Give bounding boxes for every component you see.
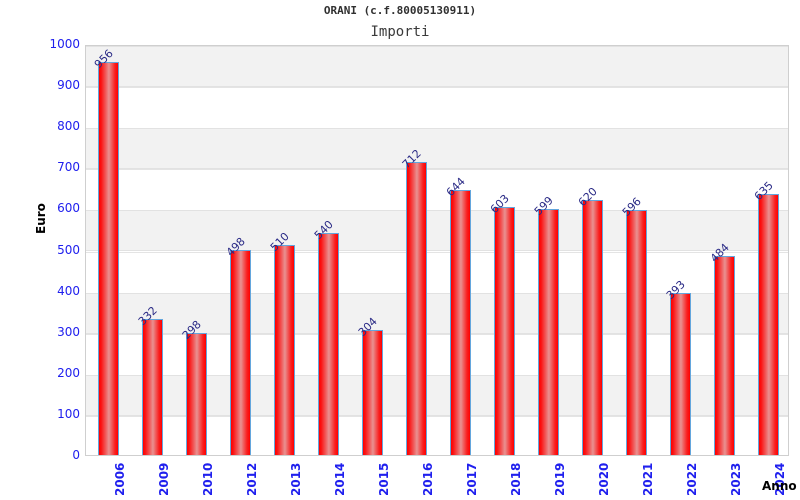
gridline bbox=[86, 87, 788, 89]
y-axis-ticks: 1000 900 800 700 600 500 400 300 200 100 0 bbox=[8, 37, 80, 462]
bar[interactable] bbox=[141, 318, 163, 455]
x-axis-tick-label: 2022 bbox=[685, 462, 699, 496]
gridline bbox=[86, 415, 788, 417]
bar[interactable] bbox=[273, 245, 295, 455]
x-axis-tick-label: 2020 bbox=[597, 462, 611, 496]
plot-band bbox=[86, 128, 788, 170]
plot-band bbox=[86, 46, 788, 88]
plot-area: 956 332 298 498 510 540 304 712 644 603 599 620 596 3… bbox=[85, 45, 789, 456]
bar[interactable] bbox=[229, 250, 251, 455]
gridline bbox=[86, 333, 788, 335]
bar[interactable] bbox=[317, 233, 339, 455]
x-axis-tick-label: 2012 bbox=[245, 462, 259, 496]
y-axis-tick-label: 600 bbox=[57, 201, 80, 216]
y-axis-tick-label: 700 bbox=[57, 160, 80, 175]
x-axis-tick-label: 2013 bbox=[289, 462, 303, 496]
x-axis-tick-label: 2018 bbox=[509, 462, 523, 496]
y-axis-tick-label: 500 bbox=[57, 242, 80, 257]
y-axis-tick-label: 0 bbox=[72, 448, 80, 462]
bar[interactable] bbox=[669, 293, 691, 455]
y-axis-tick-label: 400 bbox=[57, 283, 80, 298]
y-axis-tick-label: 100 bbox=[57, 406, 80, 421]
bar[interactable] bbox=[493, 207, 515, 455]
y-axis-title: Euro bbox=[34, 203, 48, 234]
x-axis-title: Anno bbox=[762, 479, 797, 493]
bar[interactable] bbox=[185, 332, 207, 455]
bar[interactable] bbox=[757, 194, 779, 455]
y-axis-tick-label: 900 bbox=[57, 78, 80, 93]
bar[interactable] bbox=[581, 200, 603, 455]
x-axis-tick-label: 2006 bbox=[113, 462, 127, 496]
y-axis-tick-label: 300 bbox=[57, 324, 80, 339]
x-axis-tick-label: 2016 bbox=[421, 462, 435, 496]
bar[interactable] bbox=[361, 330, 383, 455]
gridline bbox=[86, 251, 788, 253]
x-axis-tick-label: 2017 bbox=[465, 462, 479, 496]
gridline bbox=[86, 169, 788, 171]
x-axis-tick-label: 2009 bbox=[157, 462, 171, 496]
x-axis-tick-label: 2015 bbox=[377, 462, 391, 496]
bar[interactable] bbox=[537, 208, 559, 455]
bar[interactable] bbox=[625, 210, 647, 455]
x-axis-tick-label: 2010 bbox=[201, 462, 215, 496]
bar[interactable] bbox=[405, 162, 427, 455]
bar[interactable] bbox=[713, 256, 735, 455]
y-axis-tick-label: 800 bbox=[57, 119, 80, 134]
bar[interactable] bbox=[449, 190, 471, 455]
plot-band bbox=[86, 210, 788, 252]
chart-subtitle: Importi bbox=[370, 24, 430, 40]
x-axis-ticks: 2006 2009 2010 2012 2013 2014 2015 2016 2017 2018… bbox=[85, 458, 789, 500]
bar[interactable] bbox=[97, 62, 119, 455]
x-axis-tick-label: 2019 bbox=[553, 462, 567, 496]
x-axis-tick-label: 2014 bbox=[333, 462, 347, 496]
y-axis-tick-label: 1000 bbox=[49, 37, 80, 51]
x-axis-tick-label: 2023 bbox=[729, 462, 743, 496]
x-axis-tick-label: 2021 bbox=[641, 462, 655, 496]
y-axis-tick-label: 200 bbox=[57, 365, 80, 380]
chart-title: ORANI (c.f.80005130911) bbox=[323, 4, 477, 17]
